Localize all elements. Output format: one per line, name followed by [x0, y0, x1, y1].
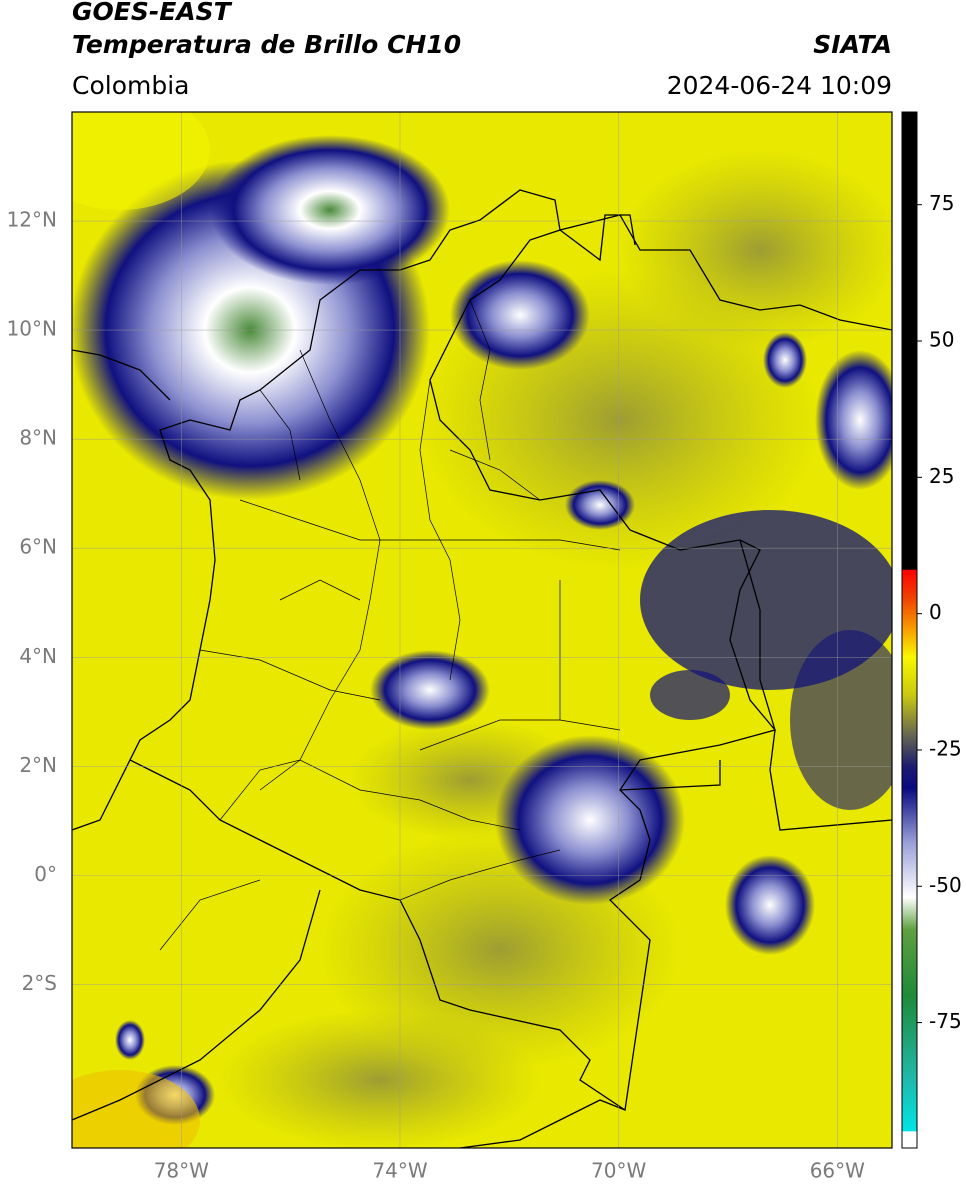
departments	[159, 299, 621, 951]
colorbar-tick-label: -25	[929, 736, 962, 760]
colorbar-tick-label: 25	[929, 464, 954, 488]
x-tick-label: 66°W	[810, 1159, 865, 1183]
y-tick-label: 8°N	[19, 426, 57, 450]
y-tick-label: 6°N	[19, 535, 57, 559]
graticule	[72, 112, 892, 1148]
map	[72, 112, 892, 1148]
datetime: 2024-06-24 10:09	[667, 71, 892, 100]
x-tick-label: 70°W	[591, 1159, 646, 1183]
axis-labels: 78°W 74°W 70°W 66°W 12°N 10°N 8°N 6°N 4°N 2°N 0° 2°…	[7, 208, 866, 1183]
borders	[72, 189, 892, 1148]
colorbar-fill	[901, 111, 918, 1149]
colorbar-tick-label: -75	[929, 1009, 962, 1033]
colorbar: 75 50 25 0 -25 -50 -75	[901, 111, 962, 1149]
title: GOES-EAST	[72, 0, 233, 26]
colorbar-tick-label: 75	[929, 191, 954, 215]
y-tick-label: 12°N	[7, 208, 57, 232]
x-tick-label: 78°W	[154, 1159, 209, 1183]
source: SIATA	[813, 30, 892, 59]
y-tick-label: 0°	[34, 862, 57, 886]
colorbar-tick-label: 0	[929, 600, 942, 624]
x-tick-label: 74°W	[372, 1159, 427, 1183]
map-frame	[71, 111, 893, 1149]
subtitle: Temperatura de Brillo CH10	[72, 30, 461, 59]
region: Colombia	[72, 71, 189, 100]
y-tick-label: 10°N	[7, 317, 57, 341]
colorbar-tick-label: -50	[929, 873, 962, 897]
y-tick-label: 2°N	[19, 753, 57, 777]
y-tick-label: 4°N	[19, 644, 57, 668]
y-tick-label: 2°S	[22, 971, 57, 995]
cloud-field	[72, 112, 892, 1148]
colorbar-tick-label: 50	[929, 328, 954, 352]
